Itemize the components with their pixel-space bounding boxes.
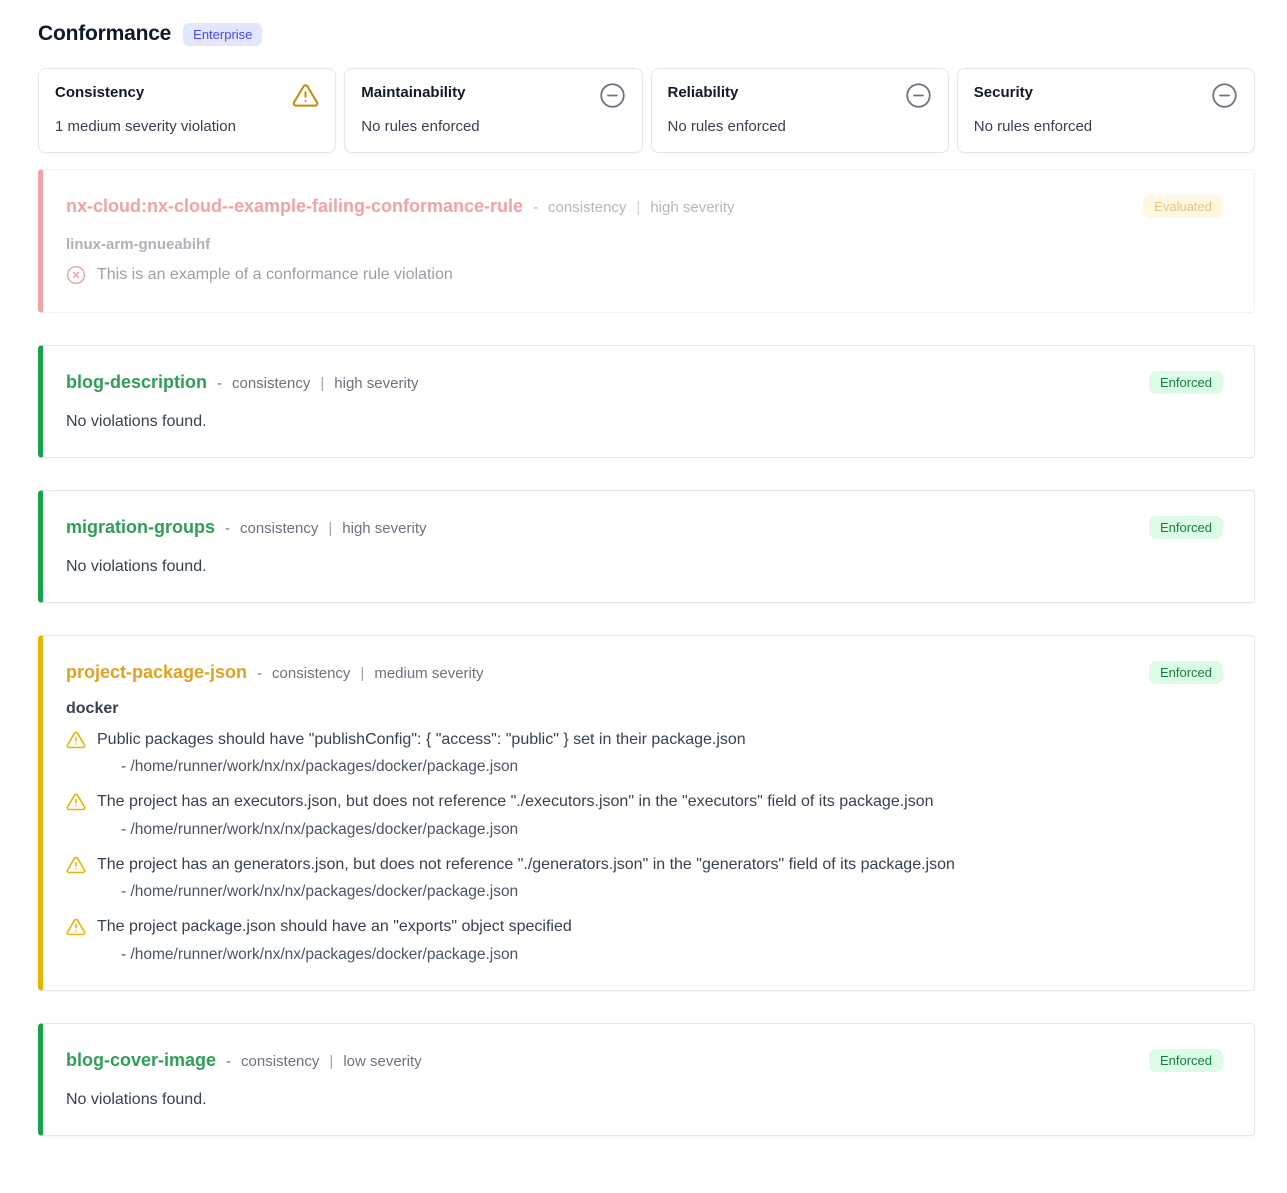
violation-file-path: - /home/runner/work/nx/nx/packages/docke… — [121, 945, 519, 963]
rule-name-link[interactable]: migration-groups — [66, 516, 215, 537]
separator-dash: - — [226, 1052, 232, 1070]
category-name: Maintainability — [361, 84, 466, 101]
rule-name-link[interactable]: blog-description — [66, 371, 207, 392]
violation-file-path: - /home/runner/work/nx/nx/packages/docke… — [121, 758, 519, 776]
circle-x-icon — [66, 265, 86, 285]
rule-severity: high severity — [334, 374, 419, 392]
separator-pipe: | — [329, 1052, 334, 1070]
warning-triangle-icon — [66, 855, 86, 875]
status-badge: Enforced — [1148, 515, 1223, 539]
circle-minus-icon — [905, 82, 932, 109]
separator-dash: - — [217, 374, 222, 392]
warning-triangle-icon — [66, 917, 86, 937]
no-violations-text: No violations found. — [66, 557, 207, 575]
enterprise-badge: Enterprise — [183, 22, 263, 46]
rule-card-blog-cover-image: blog-cover-image - consistency | low sev… — [38, 1022, 1255, 1136]
rule-category: consistency — [240, 519, 319, 537]
no-violations-text: No violations found. — [66, 412, 207, 430]
category-summary-row: Consistency 1 medium severity violation … — [38, 68, 1255, 153]
separator-dash: - — [257, 664, 263, 682]
violation-file-path: - /home/runner/work/nx/nx/packages/docke… — [121, 883, 519, 901]
category-status: 1 medium severity violation — [55, 118, 236, 135]
status-badge: Evaluated — [1143, 195, 1223, 218]
category-card-security: Security No rules enforced — [956, 68, 1255, 153]
category-status: No rules enforced — [973, 118, 1093, 135]
circle-minus-icon — [1211, 82, 1238, 109]
separator-pipe: | — [320, 374, 325, 392]
category-status: No rules enforced — [361, 118, 480, 135]
status-badge: Enforced — [1148, 660, 1223, 684]
category-name: Reliability — [667, 84, 739, 101]
rule-severity: high severity — [342, 519, 427, 537]
separator-pipe: | — [360, 664, 365, 682]
separator-pipe: | — [328, 519, 333, 537]
category-card-maintainability: Maintainability No rules enforced — [344, 68, 643, 153]
warning-triangle-icon — [292, 82, 319, 109]
violation-message: Public packages should have "publishConf… — [97, 730, 746, 748]
violation-message: The project has an generators.json, but … — [97, 855, 955, 873]
project-name: linux-arm-gnueabihf — [66, 236, 211, 253]
conformance-rules-list: nx-cloud:nx-cloud--example-failing-confo… — [38, 169, 1255, 1136]
no-violations-text: No violations found. — [66, 1090, 207, 1108]
separator-pipe: | — [636, 199, 641, 216]
rule-severity: high severity — [650, 199, 735, 216]
category-card-reliability: Reliability No rules enforced — [650, 68, 949, 153]
rule-name-link[interactable]: blog-cover-image — [66, 1049, 217, 1070]
rule-category: consistency — [232, 374, 311, 392]
rule-category: consistency — [548, 199, 627, 216]
status-badge: Enforced — [1148, 370, 1223, 394]
rule-severity: medium severity — [374, 664, 484, 682]
category-name: Security — [973, 84, 1033, 101]
category-card-consistency: Consistency 1 medium severity violation — [38, 68, 337, 153]
category-name: Consistency — [55, 84, 145, 101]
separator-dash: - — [225, 519, 230, 537]
rule-card-project-package-json: project-package-json - consistency | med… — [38, 634, 1255, 991]
category-status: No rules enforced — [667, 118, 786, 135]
separator-dash: - — [533, 199, 539, 216]
violation-message: This is an example of a conformance rule… — [97, 266, 453, 283]
rule-card-migration-groups: migration-groups - consistency | high se… — [38, 489, 1255, 603]
rule-category: consistency — [272, 664, 351, 682]
page-header: Conformance Enterprise — [38, 22, 1255, 46]
rule-card-example-failing: nx-cloud:nx-cloud--example-failing-confo… — [38, 169, 1255, 313]
violation-file-path: - /home/runner/work/nx/nx/packages/docke… — [121, 820, 519, 838]
circle-minus-icon — [599, 82, 626, 109]
page-title: Conformance — [38, 22, 172, 45]
warning-triangle-icon — [66, 792, 86, 812]
rule-category: consistency — [241, 1052, 320, 1070]
rule-name-link[interactable]: nx-cloud:nx-cloud--example-failing-confo… — [66, 196, 524, 216]
rule-name-link[interactable]: project-package-json — [66, 661, 248, 682]
rule-severity: low severity — [343, 1052, 422, 1070]
violation-message: The project has an executors.json, but d… — [97, 793, 934, 811]
rule-card-blog-description: blog-description - consistency | high se… — [38, 344, 1255, 458]
status-badge: Enforced — [1148, 1048, 1223, 1072]
warning-triangle-icon — [66, 730, 86, 750]
project-name: docker — [66, 699, 119, 717]
violation-message: The project package.json should have an … — [97, 918, 572, 936]
